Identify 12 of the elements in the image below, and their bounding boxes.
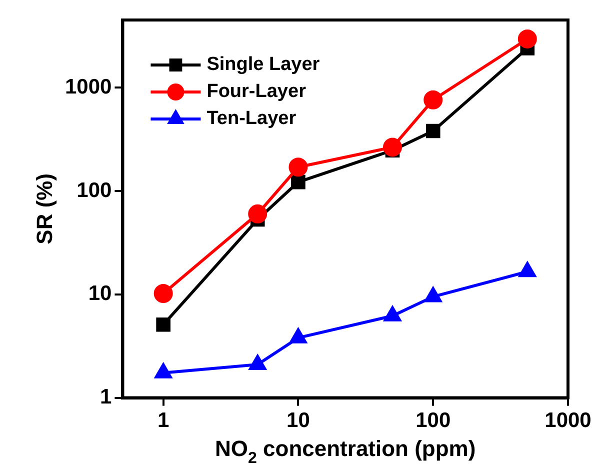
x-tick-label: 100 — [416, 409, 451, 432]
y-tick-label: 10 — [88, 282, 112, 306]
y-axis-title: SR (%) — [32, 173, 57, 244]
y-tick-label: 1000 — [65, 75, 112, 98]
y-tick-label: 100 — [76, 178, 112, 202]
legend-label: Single Layer — [206, 54, 320, 76]
x-tick-label: 1000 — [544, 409, 592, 432]
legend-label: Ten-Layer — [206, 108, 297, 130]
y-tick-label: 1 — [100, 386, 112, 409]
x-tick-label: 10 — [286, 409, 310, 432]
x-tick-label: 1 — [157, 409, 170, 432]
legend-label: Four-Layer — [206, 81, 307, 102]
